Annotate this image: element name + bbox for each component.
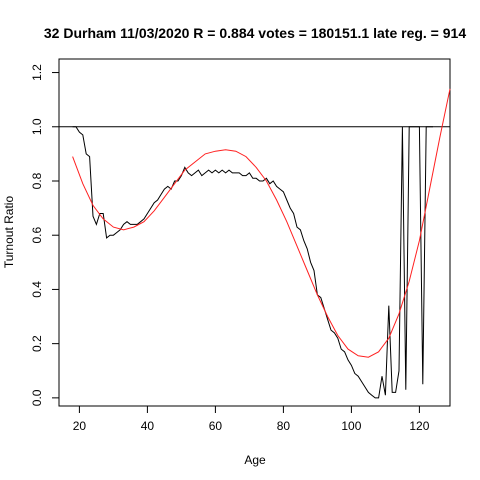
series-fit-line [72,88,451,358]
x-tick-label: 20 [73,419,87,433]
x-axis: 20 40 60 80 100 120 [73,406,430,433]
y-tick-label: 0.0 [30,389,44,406]
chart-title: 32 Durham 11/03/2020 R = 0.884 votes = 1… [44,25,466,41]
x-tick-label: 120 [409,419,429,433]
x-tick-label: 60 [209,419,223,433]
y-tick-label: 0.8 [30,172,44,189]
x-tick-label: 80 [277,419,291,433]
y-tick-label: 1.0 [30,118,44,135]
y-axis-label: Turnout Ratio [2,196,16,269]
plot-frame [58,58,451,407]
y-tick-label: 0.6 [30,227,44,244]
series-observed-line [72,126,433,399]
y-tick-label: 0.2 [30,335,44,352]
x-axis-label: Age [244,453,266,467]
y-tick-label: 0.4 [30,281,44,298]
x-tick-label: 100 [341,419,361,433]
x-tick-label: 40 [141,419,155,433]
y-tick-label: 1.2 [30,64,44,81]
y-axis: 0.0 0.2 0.4 0.6 0.8 1.0 1.2 [30,64,59,406]
